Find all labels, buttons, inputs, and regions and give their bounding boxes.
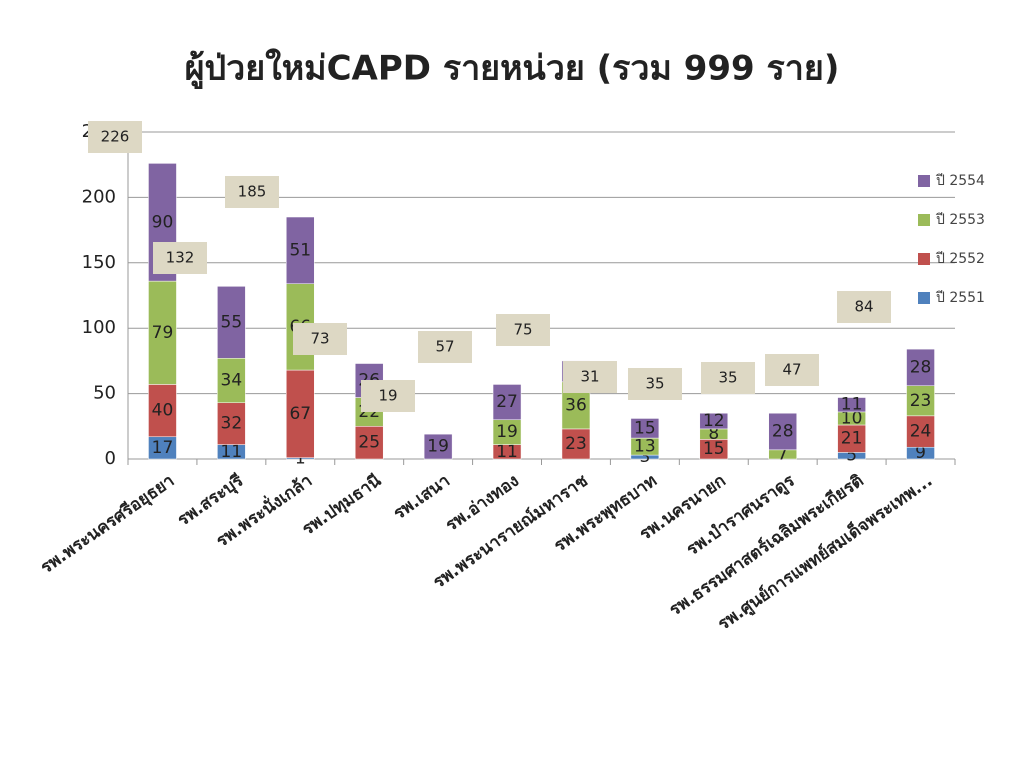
total-label: 185 (238, 183, 267, 201)
data-label: 11 (841, 395, 863, 415)
total-label: 226 (101, 128, 130, 146)
legend-label: ปี 2554 (936, 173, 986, 189)
data-label: 11 (496, 442, 518, 462)
total-box (837, 291, 891, 323)
bar-segment (837, 397, 866, 413)
data-label: 55 (221, 312, 243, 332)
x-tick-label: รพ.เสนา (390, 471, 454, 524)
y-tick-label: 200 (82, 186, 116, 207)
bar-segment (492, 419, 522, 445)
data-label: 8 (708, 424, 719, 444)
total-box (153, 242, 207, 274)
data-label: 19 (496, 422, 518, 442)
legend-swatch (918, 214, 930, 226)
data-label: 23 (565, 434, 587, 454)
total-label: 47 (782, 361, 801, 379)
bar-segment (630, 418, 660, 439)
total-box (701, 362, 755, 394)
data-label: 40 (152, 401, 174, 421)
total-box (496, 314, 550, 346)
total-box (88, 121, 142, 153)
total-label: 31 (580, 368, 599, 386)
total-box (225, 176, 279, 208)
data-label: 34 (221, 371, 243, 391)
total-box (765, 354, 819, 386)
legend-swatch (918, 253, 930, 265)
data-label: 32 (221, 414, 243, 434)
bar-segment (217, 286, 246, 359)
bar-segment (148, 384, 177, 438)
legend-swatch (918, 175, 930, 187)
total-box (361, 380, 415, 412)
total-label: 57 (435, 338, 454, 356)
data-label: 36 (565, 395, 587, 415)
total-box (418, 331, 472, 363)
data-label: 21 (841, 429, 863, 449)
total-label: 75 (513, 321, 532, 339)
legend-label: ปี 2552 (936, 251, 985, 267)
data-label: 79 (152, 323, 174, 343)
bar-segment (423, 433, 453, 460)
bar-segment (561, 428, 591, 460)
data-label: 51 (289, 240, 311, 260)
data-label: 7 (777, 444, 788, 464)
data-label: 9 (915, 443, 926, 463)
total-box (628, 368, 682, 400)
data-label: 1 (295, 448, 306, 468)
total-label: 19 (378, 387, 397, 405)
total-label: 132 (166, 249, 195, 267)
y-tick-label: 0 (105, 448, 116, 469)
total-label: 84 (854, 298, 873, 316)
total-label: 73 (310, 330, 329, 348)
data-label: 3 (639, 447, 650, 467)
data-label: 5 (846, 446, 857, 466)
data-label: 28 (910, 357, 932, 377)
data-label: 28 (772, 422, 794, 442)
bar-segment (906, 385, 935, 417)
data-label: 23 (910, 391, 932, 411)
bar-segment (492, 384, 522, 421)
x-tick-label: รพ.พระนครศรีอยุธยา (36, 470, 178, 578)
data-label: 15 (634, 418, 656, 438)
data-label: 90 (152, 212, 174, 232)
data-label: 25 (358, 433, 380, 453)
chart-title: ผู้ป่วยใหม่CAPD รายหน่วย (รวม 999 ราย) (185, 48, 840, 90)
data-label: 11 (221, 442, 243, 462)
data-label: 17 (152, 438, 174, 458)
data-label: 24 (910, 422, 932, 442)
data-label: 67 (289, 404, 311, 424)
bar-segment (217, 402, 246, 445)
bar-segment (148, 280, 177, 385)
legend-label: ปี 2551 (936, 290, 985, 306)
bar-segment (354, 426, 384, 460)
total-box (293, 323, 347, 355)
y-tick-label: 150 (82, 252, 116, 273)
y-tick-label: 50 (93, 383, 116, 404)
bar-segment (699, 412, 729, 430)
bar-segment (906, 348, 935, 387)
data-label: 19 (427, 437, 449, 457)
data-label: 27 (496, 392, 518, 412)
legend-swatch (918, 292, 930, 304)
data-label: 13 (634, 437, 656, 457)
bar-segment (768, 412, 797, 451)
bar-segment (286, 216, 315, 284)
bar-segment (837, 424, 866, 453)
total-label: 35 (645, 375, 664, 393)
data-label: 12 (703, 411, 725, 431)
total-box (563, 361, 617, 393)
data-label: 15 (703, 439, 725, 459)
total-label: 35 (718, 369, 737, 387)
data-label: 10 (841, 408, 863, 428)
legend-label: ปี 2553 (936, 212, 985, 228)
y-tick-label: 100 (82, 317, 116, 338)
